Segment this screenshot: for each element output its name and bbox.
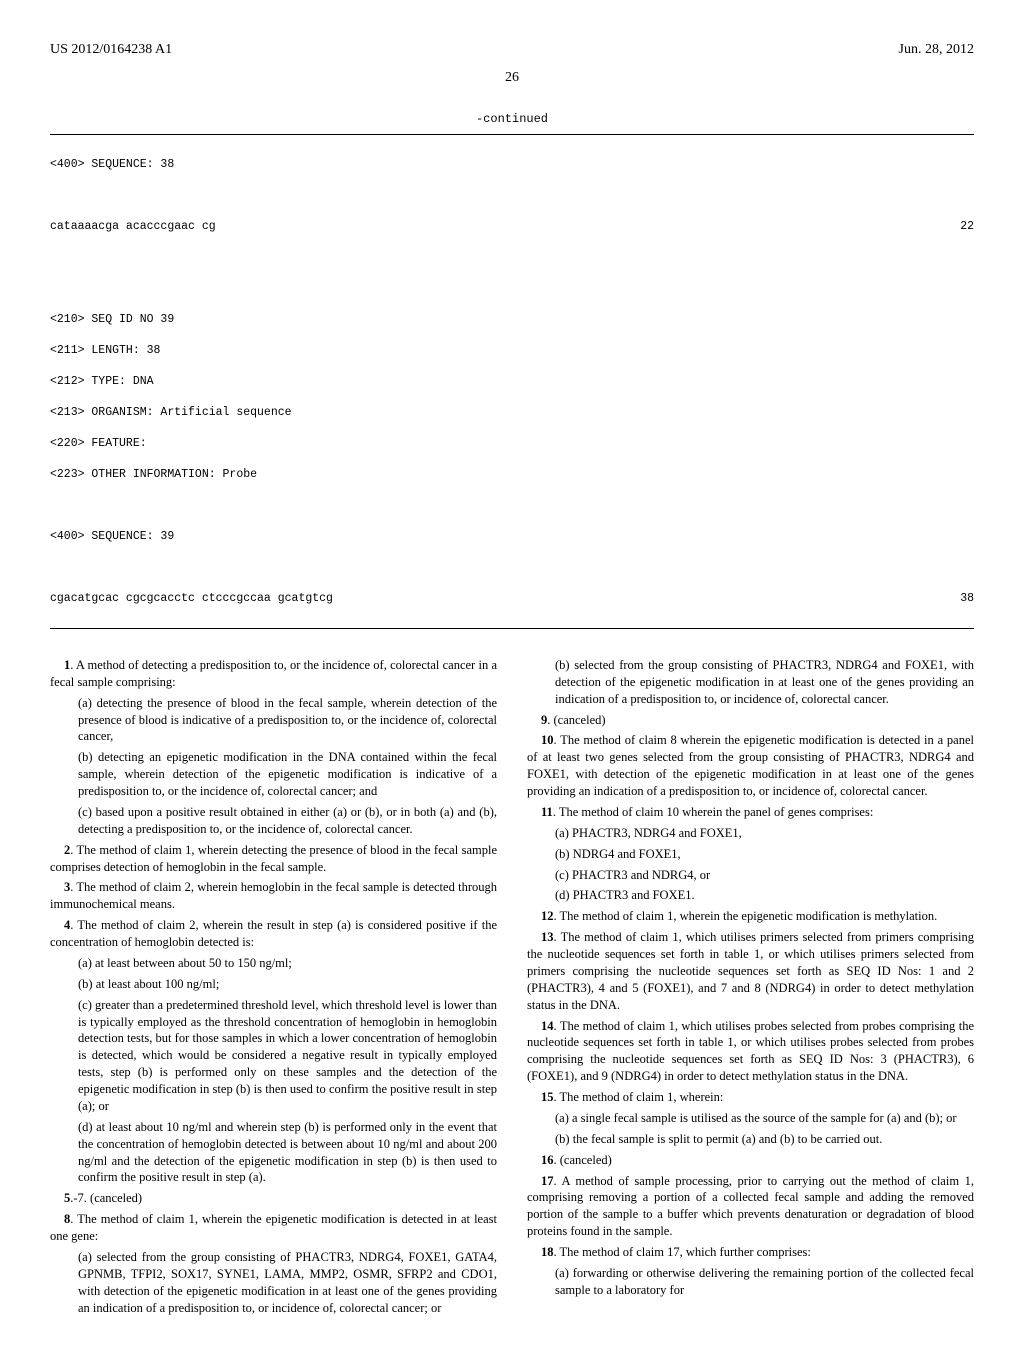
seq-line: <212> TYPE: DNA (50, 374, 974, 390)
page-header: US 2012/0164238 A1 Jun. 28, 2012 (50, 40, 974, 60)
seq-line: <213> ORGANISM: Artificial sequence (50, 405, 974, 421)
claim-sub: (c) based upon a positive result obtaine… (50, 804, 497, 838)
claim: 18. The method of claim 17, which furthe… (527, 1244, 974, 1261)
claim-sub: (d) PHACTR3 and FOXE1. (527, 887, 974, 904)
claim: 16. (canceled) (527, 1152, 974, 1169)
sequence-listing: <400> SEQUENCE: 38 cataaaacga acacccgaac… (50, 134, 974, 629)
claim-sub: (a) a single fecal sample is utilised as… (527, 1110, 974, 1127)
claim-sub: (a) at least between about 50 to 150 ng/… (50, 955, 497, 972)
claim-sub: (b) at least about 100 ng/ml; (50, 976, 497, 993)
claim: 17. A method of sample processing, prior… (527, 1173, 974, 1241)
seq-line: <211> LENGTH: 38 (50, 343, 974, 359)
claim: 15. The method of claim 1, wherein: (527, 1089, 974, 1106)
claims-body: 1. A method of detecting a predispositio… (50, 657, 974, 1317)
claim-sub: (b) NDRG4 and FOXE1, (527, 846, 974, 863)
seq-line: <400> SEQUENCE: 38 (50, 157, 974, 173)
seq-line: <220> FEATURE: (50, 436, 974, 452)
claim: 10. The method of claim 8 wherein the ep… (527, 732, 974, 800)
claim-sub: (b) detecting an epigenetic modification… (50, 749, 497, 800)
claim: 9. (canceled) (527, 712, 974, 729)
seq-line: cataaaacga acacccgaac cg22 (50, 219, 974, 235)
seq-line: <223> OTHER INFORMATION: Probe (50, 467, 974, 483)
claim-sub: (b) the fecal sample is split to permit … (527, 1131, 974, 1148)
claim-sub: (a) detecting the presence of blood in t… (50, 695, 497, 746)
claim: 8. The method of claim 1, wherein the ep… (50, 1211, 497, 1245)
publication-date: Jun. 28, 2012 (899, 40, 974, 60)
seq-line: <210> SEQ ID NO 39 (50, 312, 974, 328)
claim: 11. The method of claim 10 wherein the p… (527, 804, 974, 821)
claim-sub: (a) selected from the group consisting o… (50, 1249, 497, 1317)
page-number: 26 (50, 68, 974, 88)
claim: 4. The method of claim 2, wherein the re… (50, 917, 497, 951)
claim-sub: (d) at least about 10 ng/ml and wherein … (50, 1119, 497, 1187)
claim-sub: (a) PHACTR3, NDRG4 and FOXE1, (527, 825, 974, 842)
claim: 12. The method of claim 1, wherein the e… (527, 908, 974, 925)
claim: 2. The method of claim 1, wherein detect… (50, 842, 497, 876)
claim-sub: (a) forwarding or otherwise delivering t… (527, 1265, 974, 1299)
continued-label: -continued (50, 111, 974, 128)
claim-sub: (c) greater than a predetermined thresho… (50, 997, 497, 1115)
claim: 1. A method of detecting a predispositio… (50, 657, 497, 691)
seq-line: cgacatgcac cgcgcacctc ctcccgccaa gcatgtc… (50, 591, 974, 607)
claim-sub: (c) PHACTR3 and NDRG4, or (527, 867, 974, 884)
publication-number: US 2012/0164238 A1 (50, 40, 172, 60)
claim: 5.-7. (canceled) (50, 1190, 497, 1207)
claim: 13. The method of claim 1, which utilise… (527, 929, 974, 1013)
claim: 14. The method of claim 1, which utilise… (527, 1018, 974, 1086)
claim-sub: (b) selected from the group consisting o… (527, 657, 974, 708)
seq-line: <400> SEQUENCE: 39 (50, 529, 974, 545)
claim: 3. The method of claim 2, wherein hemogl… (50, 879, 497, 913)
